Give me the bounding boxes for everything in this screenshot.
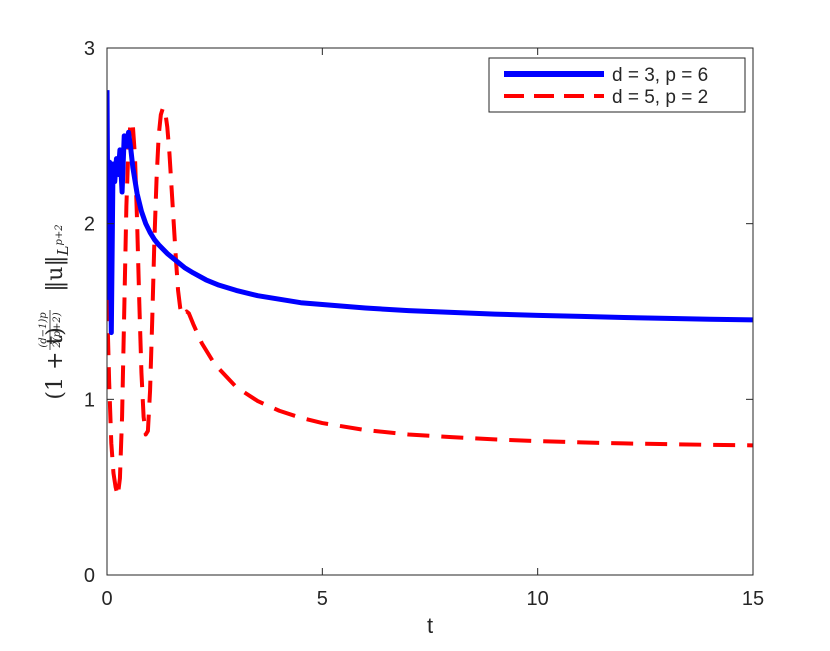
y-tick-label: 2 [84, 214, 95, 236]
y-axis-label-base: (1 + t) [43, 327, 68, 399]
y-axis-label-norm-subscript-exp: p+2 [54, 224, 65, 245]
x-tick-label: 10 [527, 588, 549, 610]
series-line-2 [107, 105, 753, 498]
y-axis-label: (1 + t) ‖u‖Lp+2 (d−1)p 2(p+2) [38, 224, 72, 399]
series-line-1 [107, 90, 753, 336]
x-axis-label: t [427, 613, 433, 638]
y-axis-label-exp-numerator: (d−1)p [38, 312, 49, 348]
legend-label-series-2: d = 5, p = 2 [612, 87, 708, 108]
x-tick-label: 15 [742, 588, 764, 610]
y-tick-label: 3 [84, 38, 95, 60]
y-axis-label-norm: ‖u‖ [43, 256, 68, 292]
x-tick-label: 0 [101, 588, 112, 610]
y-tick-label: 1 [84, 389, 95, 411]
series-layer [107, 90, 753, 498]
y-axis-label-exp-denominator: 2(p+2) [52, 312, 63, 348]
legend-box [488, 57, 746, 113]
svg-text:(1 + t) ‖u‖Lp+2: (1 + t) ‖u‖Lp+2 [43, 224, 72, 399]
ticks-layer: 0 5 10 15 0 1 2 3 [84, 38, 764, 610]
legend: d = 3, p = 6 d = 5, p = 2 [488, 57, 746, 113]
y-tick-label: 0 [84, 565, 95, 587]
plot-area-frame [106, 47, 754, 576]
x-tick-label: 5 [317, 588, 328, 610]
legend-label-series-1: d = 3, p = 6 [612, 65, 708, 86]
y-axis-label-norm-subscript: L [54, 246, 72, 257]
